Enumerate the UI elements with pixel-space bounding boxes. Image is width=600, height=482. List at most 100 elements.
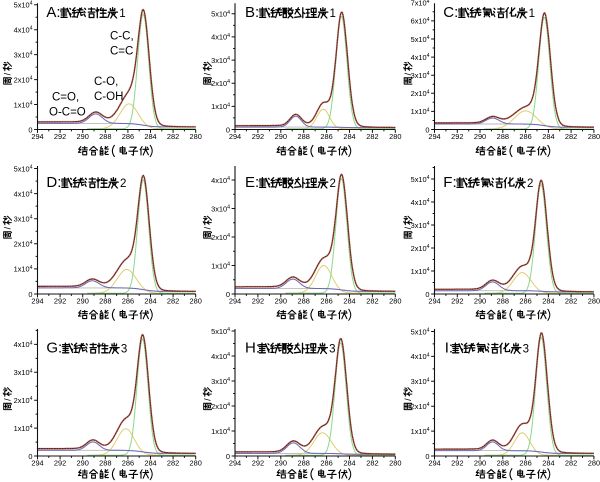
svg-text:5x104: 5x104 [211, 327, 230, 336]
svg-text:290: 290 [77, 132, 89, 141]
svg-text:0: 0 [28, 290, 32, 299]
svg-text:/: / [3, 398, 13, 401]
svg-text:290: 290 [474, 459, 486, 468]
svg-text:282: 282 [167, 132, 179, 141]
svg-text:1x104: 1x104 [411, 107, 430, 116]
svg-text:3x104: 3x104 [14, 215, 33, 224]
svg-text:/: / [403, 398, 413, 401]
svg-text:280: 280 [588, 459, 600, 468]
svg-text:294: 294 [229, 459, 241, 468]
svg-text:2x104: 2x104 [14, 240, 33, 249]
svg-text:0: 0 [226, 452, 230, 461]
svg-text:/: / [3, 72, 13, 75]
svg-text:7x104: 7x104 [411, 0, 430, 8]
svg-text:292: 292 [252, 297, 264, 306]
svg-text:4x104: 4x104 [411, 53, 430, 62]
svg-text:0: 0 [226, 125, 230, 134]
svg-text:280: 280 [190, 132, 202, 141]
svg-text:284: 284 [343, 132, 355, 141]
svg-text:294: 294 [229, 132, 241, 141]
svg-text:284: 284 [343, 297, 355, 306]
svg-text:2x104: 2x104 [14, 75, 33, 84]
svg-text:3x104: 3x104 [411, 377, 430, 386]
svg-text:286: 286 [320, 132, 332, 141]
svg-text:0: 0 [28, 452, 32, 461]
svg-text:1x104: 1x104 [14, 265, 33, 274]
svg-text:0: 0 [425, 290, 429, 299]
svg-text:290: 290 [275, 297, 287, 306]
svg-text:292: 292 [252, 132, 264, 141]
svg-text:4x104: 4x104 [211, 352, 230, 361]
svg-text:286: 286 [122, 132, 134, 141]
svg-text:I:: I: [445, 340, 453, 357]
svg-text:2x104: 2x104 [211, 402, 230, 411]
svg-text:O-C=O: O-C=O [49, 107, 86, 119]
svg-text:288: 288 [298, 297, 310, 306]
svg-text:292: 292 [54, 297, 66, 306]
svg-text:284: 284 [144, 297, 156, 306]
svg-text:2: 2 [527, 178, 533, 190]
svg-text:4x104: 4x104 [411, 352, 430, 361]
svg-text:284: 284 [542, 459, 554, 468]
svg-text:280: 280 [588, 297, 600, 306]
svg-text:5x104: 5x104 [411, 175, 430, 184]
svg-text:294: 294 [428, 459, 440, 468]
svg-text:0: 0 [226, 290, 230, 299]
svg-text:286: 286 [519, 132, 531, 141]
svg-text:C-OH: C-OH [94, 91, 123, 103]
svg-text:288: 288 [497, 459, 509, 468]
svg-text:286: 286 [320, 459, 332, 468]
svg-text:C=O,: C=O, [52, 92, 79, 104]
svg-text:290: 290 [474, 132, 486, 141]
svg-text:1x104: 1x104 [211, 427, 230, 436]
svg-text:294: 294 [31, 459, 43, 468]
svg-text:1x104: 1x104 [14, 100, 33, 109]
svg-text:286: 286 [320, 297, 332, 306]
svg-text:2x104: 2x104 [411, 89, 430, 98]
svg-text:5x104: 5x104 [211, 10, 230, 19]
svg-text:4x104: 4x104 [14, 340, 33, 349]
svg-text:1x104: 1x104 [411, 267, 430, 276]
svg-text:1: 1 [330, 8, 336, 20]
svg-text:5x104: 5x104 [14, 1, 33, 10]
svg-text:/: / [203, 226, 213, 229]
svg-text:A:: A: [46, 4, 60, 21]
svg-text:288: 288 [497, 132, 509, 141]
svg-text:284: 284 [542, 297, 554, 306]
svg-text:3x104: 3x104 [411, 221, 430, 230]
svg-text:294: 294 [428, 132, 440, 141]
svg-text:C:: C: [443, 4, 458, 21]
svg-text:F:: F: [443, 174, 456, 191]
svg-text:C-O,: C-O, [94, 76, 118, 88]
svg-text:1x104: 1x104 [411, 427, 430, 436]
svg-text:6x104: 6x104 [411, 17, 430, 26]
svg-text:280: 280 [190, 297, 202, 306]
svg-text:286: 286 [519, 297, 531, 306]
svg-text:290: 290 [474, 297, 486, 306]
svg-text:3x104: 3x104 [211, 56, 230, 65]
svg-text:288: 288 [298, 132, 310, 141]
svg-text:0: 0 [425, 125, 429, 134]
svg-text:294: 294 [31, 297, 43, 306]
svg-text:288: 288 [99, 297, 111, 306]
svg-text:286: 286 [122, 459, 134, 468]
svg-text:4x104: 4x104 [411, 198, 430, 207]
svg-text:5x104: 5x104 [411, 35, 430, 44]
svg-text:/: / [3, 226, 13, 229]
svg-text:0: 0 [425, 452, 429, 461]
svg-text:282: 282 [565, 297, 577, 306]
svg-text:4x104: 4x104 [14, 26, 33, 35]
svg-text:3: 3 [523, 344, 529, 356]
svg-text:3: 3 [121, 344, 127, 356]
svg-text:/: / [203, 398, 213, 401]
svg-text:0: 0 [28, 125, 32, 134]
svg-text:280: 280 [389, 297, 401, 306]
svg-text:280: 280 [588, 132, 600, 141]
svg-text:282: 282 [565, 132, 577, 141]
svg-text:290: 290 [275, 132, 287, 141]
svg-text:290: 290 [77, 297, 89, 306]
svg-text:2x104: 2x104 [14, 396, 33, 405]
svg-text:288: 288 [99, 132, 111, 141]
svg-text:294: 294 [229, 297, 241, 306]
svg-text:E:: E: [245, 174, 259, 191]
